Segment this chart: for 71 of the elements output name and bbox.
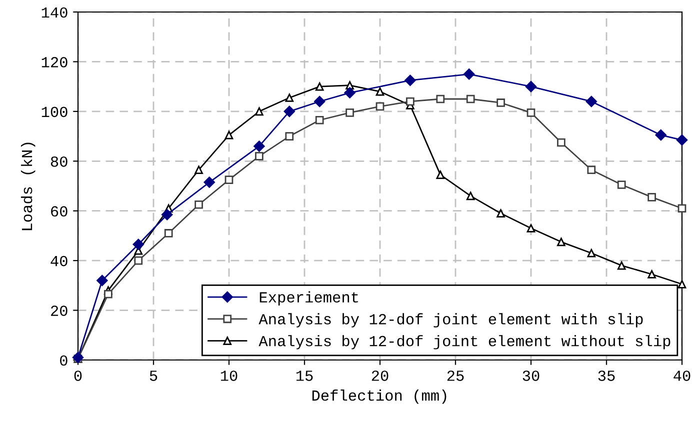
point [655, 129, 666, 141]
y-tick-label: 100 [42, 106, 68, 118]
point [678, 280, 686, 288]
point [376, 102, 384, 111]
point [557, 238, 566, 246]
point [617, 261, 626, 270]
point [525, 80, 537, 92]
point [463, 68, 475, 80]
point [526, 224, 536, 232]
point [648, 270, 656, 278]
point [344, 87, 356, 98]
point [254, 140, 265, 152]
point [676, 134, 688, 146]
point [315, 82, 324, 91]
point [406, 97, 414, 106]
point [557, 138, 566, 147]
point [224, 176, 234, 184]
point [104, 290, 112, 298]
point [586, 96, 598, 108]
point [255, 152, 264, 160]
point [255, 107, 264, 116]
y-tick-label: 120 [42, 57, 68, 68]
point [678, 204, 686, 213]
point [648, 193, 656, 202]
y-tick-label: 20 [51, 306, 68, 316]
point [315, 116, 324, 124]
point [617, 180, 626, 189]
x-tick-label: 5 [150, 370, 158, 381]
x-tick-label: 20 [372, 370, 388, 381]
x-tick-label: 0 [74, 370, 82, 381]
x-axis-title: Deflection (mm) [312, 390, 446, 404]
point [96, 274, 108, 286]
point [346, 108, 354, 117]
point [496, 98, 505, 107]
x-tick-label: 30 [522, 370, 540, 381]
point [314, 96, 326, 108]
legend-label: Analysis by 12-dof joint element with slip [258, 313, 643, 328]
y-tick-label: 140 [42, 7, 68, 18]
point [134, 256, 143, 265]
point [161, 208, 173, 220]
point [164, 229, 173, 238]
y-tick-label: 80 [50, 156, 68, 167]
point [132, 238, 144, 250]
x-tick-label: 10 [220, 370, 238, 381]
y-tick-label: 40 [50, 256, 68, 266]
y-tick-label: 0 [60, 355, 68, 366]
point [285, 94, 294, 102]
point [194, 166, 203, 174]
point [436, 170, 445, 179]
point [204, 176, 215, 188]
point [285, 132, 294, 140]
y-axis-title: Loads (kN) [20, 142, 36, 230]
point [587, 248, 596, 258]
point [587, 166, 596, 174]
legend-label: Analysis by 12-dof joint element without slip [258, 335, 670, 350]
x-tick-label: 25 [447, 370, 464, 381]
point [466, 94, 475, 104]
point [404, 74, 416, 86]
point [466, 192, 475, 200]
point [284, 106, 296, 118]
point [194, 200, 203, 209]
x-tick-label: 15 [296, 370, 313, 381]
point [436, 94, 445, 104]
point [496, 209, 505, 218]
point [526, 108, 536, 117]
point [376, 87, 384, 96]
x-tick-label: 35 [598, 370, 615, 381]
y-tick-label: 60 [51, 206, 68, 217]
point [224, 130, 234, 140]
legend-label: Experiement [260, 291, 358, 306]
x-tick-label: 40 [674, 370, 690, 381]
